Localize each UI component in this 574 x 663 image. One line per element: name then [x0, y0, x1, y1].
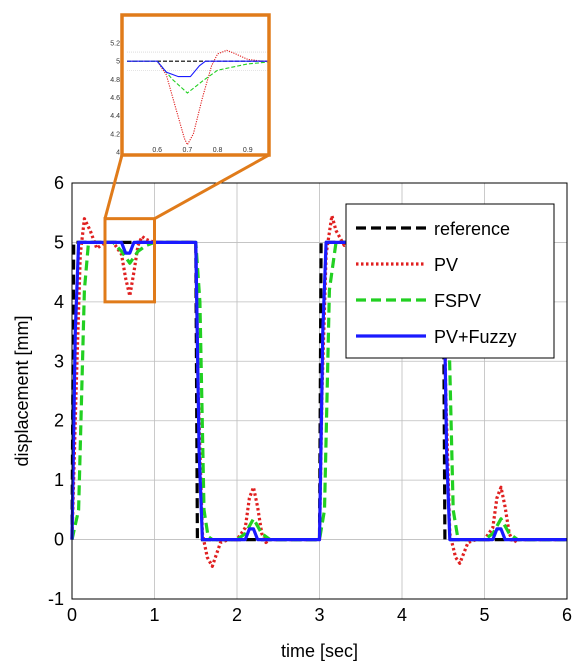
inset-x-tick-label: 0.8	[213, 147, 223, 154]
inset-y-tick-label: 4.6	[110, 95, 120, 102]
x-tick-label: 1	[149, 605, 159, 625]
x-axis-label: time [sec]	[281, 641, 358, 661]
legend-label: PV	[434, 255, 458, 275]
y-tick-label: 4	[54, 292, 64, 312]
legend-box	[345, 203, 555, 359]
y-tick-label: -1	[48, 589, 64, 609]
zoom-region-box	[103, 217, 156, 304]
main-series	[70, 214, 567, 568]
y-tick-label: 5	[54, 232, 64, 252]
x-tick-label: 2	[232, 605, 242, 625]
series-line-pv-fuzzy	[70, 240, 567, 542]
y-tick-label: 0	[54, 530, 64, 550]
inset-series-line-pv-fuzzy	[127, 60, 269, 78]
inset-y-tick-label: 4	[116, 150, 120, 157]
legend-label: PV+Fuzzy	[434, 327, 517, 347]
y-tick-label: 3	[54, 351, 64, 371]
inset-border	[120, 13, 271, 157]
main-plot-frame	[71, 182, 568, 600]
legend: reference PV FSPV PV+Fuzzy	[345, 203, 555, 359]
inset-y-tick-label: 5	[116, 59, 120, 66]
inset-x-tick-label: 0.7	[183, 147, 193, 154]
x-tick-label: 4	[397, 605, 407, 625]
x-tick-label: 6	[562, 605, 572, 625]
x-tick-label: 0	[67, 605, 77, 625]
inset-y-tick-label: 4.8	[110, 77, 120, 84]
y-tick-label: 1	[54, 470, 64, 490]
legend-label: reference	[434, 219, 510, 239]
inset-y-tick-label: 5.2	[110, 41, 120, 48]
zoom-inset: 0.6 0.7 0.8 0.9 4 4.2 4.4 4.6 4.8 5 5.2	[110, 13, 271, 157]
zoom-connector	[103, 153, 270, 304]
inset-y-tick-label: 4.4	[110, 113, 120, 120]
legend-label: FSPV	[434, 291, 481, 311]
x-tick-label: 3	[314, 605, 324, 625]
inset-x-tick-label: 0.6	[152, 147, 162, 154]
connector-line	[153, 153, 270, 220]
inset-background	[122, 15, 269, 155]
inset-y-tick-label: 4.2	[110, 131, 120, 138]
inset-plot-area: 0.6 0.7 0.8 0.9	[127, 49, 269, 154]
y-tick-label: 2	[54, 411, 64, 431]
x-tick-label: 5	[479, 605, 489, 625]
connector-line	[103, 154, 124, 220]
y-axis-label: displacement [mm]	[12, 315, 32, 466]
series-line-pv	[70, 214, 567, 568]
y-tick-label: 6	[54, 173, 64, 193]
inset-x-tick-label: 0.9	[243, 147, 253, 154]
